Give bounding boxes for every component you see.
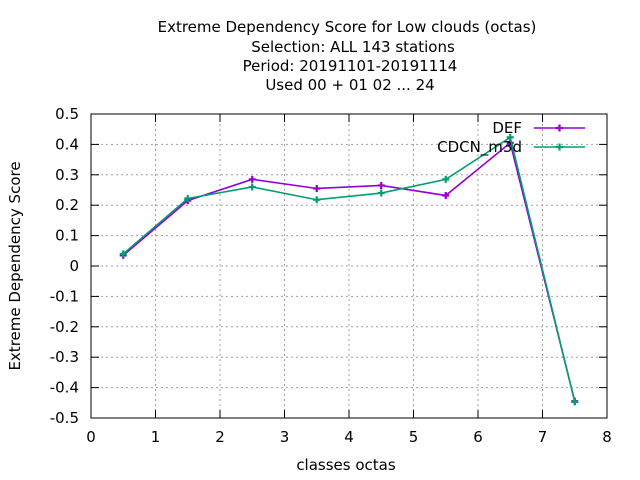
title-line-1: Extreme Dependency Score for Low clouds … <box>158 18 537 36</box>
legend-entry-2: CDCN_m3d <box>437 138 585 157</box>
data-point <box>377 189 385 197</box>
y-tick-label: 0.4 <box>55 135 79 153</box>
grid <box>91 114 607 418</box>
x-tick-label: 5 <box>409 428 419 446</box>
plot-frame <box>90 113 608 419</box>
series <box>119 133 579 406</box>
legend-label: DEF <box>492 119 522 137</box>
y-tick-label: 0.5 <box>55 105 79 123</box>
y-tick-label: 0.2 <box>55 196 79 214</box>
legend-marker <box>556 143 563 151</box>
y-axis-label: Extreme Dependency Score <box>6 161 24 370</box>
chart-title: Extreme Dependency Score for Low clouds … <box>158 18 537 94</box>
x-tick-label: 8 <box>602 428 612 446</box>
y-tick-label: 0.1 <box>55 227 79 245</box>
data-point <box>248 175 256 183</box>
x-tick-label: 4 <box>344 428 354 446</box>
series-line <box>122 136 576 403</box>
x-tick-label: 3 <box>280 428 290 446</box>
legend-entry-1: DEF <box>492 119 585 137</box>
legend-marker <box>556 124 563 132</box>
data-point <box>313 184 321 192</box>
data-point <box>442 191 450 199</box>
title-line-3: Period: 20191101-20191114 <box>243 57 458 75</box>
x-axis-label: classes octas <box>296 456 396 474</box>
data-point <box>506 133 514 141</box>
y-tick-labels: -0.5 -0.4 -0.3 -0.2 -0.1 0 0.1 0.2 0.3 0.4 0.5 <box>50 105 79 427</box>
data-point <box>313 196 321 204</box>
x-tick-label: 1 <box>151 428 161 446</box>
data-point <box>248 183 256 191</box>
x-tick-label: 7 <box>538 428 548 446</box>
data-point <box>571 398 579 406</box>
x-tick-label: 6 <box>473 428 483 446</box>
legend-label: CDCN_m3d <box>437 138 522 157</box>
data-point <box>119 250 127 258</box>
y-tick-label: -0.3 <box>50 348 79 366</box>
title-line-4: Used 00 + 01 02 ... 24 <box>265 76 434 94</box>
x-tick-label: 0 <box>86 428 96 446</box>
series-line <box>122 141 576 402</box>
data-point <box>184 195 192 203</box>
y-tick-label: -0.1 <box>50 287 79 305</box>
y-tick-label: -0.5 <box>50 409 79 427</box>
y-tick-label: -0.4 <box>50 379 79 397</box>
x-tick-label: 2 <box>215 428 225 446</box>
y-tick-label: 0 <box>69 257 79 275</box>
data-point <box>442 175 450 183</box>
y-tick-label: 0.3 <box>55 166 79 184</box>
y-tick-label: -0.2 <box>50 318 79 336</box>
series-2 <box>119 133 579 406</box>
title-line-2: Selection: ALL 143 stations <box>251 38 455 56</box>
data-point <box>377 181 385 189</box>
x-tick-labels: 0 1 2 3 4 5 6 7 8 <box>86 428 612 446</box>
